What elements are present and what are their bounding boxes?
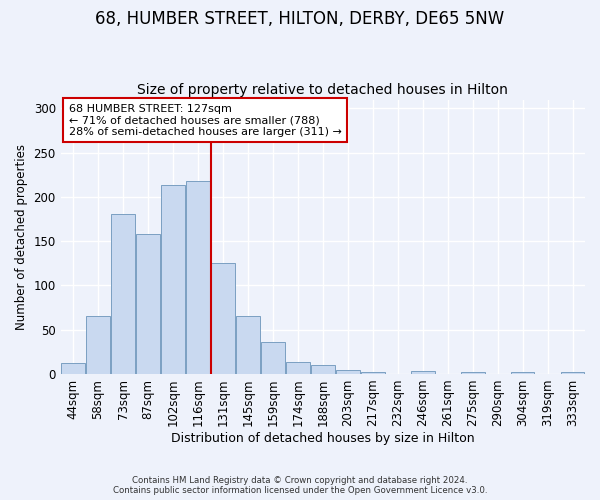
Bar [286, 362, 310, 374]
Text: 68 HUMBER STREET: 127sqm
← 71% of detached houses are smaller (788)
28% of semi-: 68 HUMBER STREET: 127sqm ← 71% of detach… [68, 104, 341, 137]
Bar [136, 234, 160, 374]
Bar [161, 184, 185, 374]
Y-axis label: Number of detached properties: Number of detached properties [15, 144, 28, 330]
Text: 68, HUMBER STREET, HILTON, DERBY, DE65 5NW: 68, HUMBER STREET, HILTON, DERBY, DE65 5… [95, 10, 505, 28]
Title: Size of property relative to detached houses in Hilton: Size of property relative to detached ho… [137, 83, 508, 97]
Bar [560, 372, 584, 374]
Bar [86, 316, 110, 374]
Bar [336, 370, 359, 374]
Bar [111, 214, 135, 374]
Bar [186, 181, 210, 374]
Bar [311, 365, 335, 374]
Bar [511, 372, 535, 374]
X-axis label: Distribution of detached houses by size in Hilton: Distribution of detached houses by size … [171, 432, 475, 445]
Bar [61, 364, 85, 374]
Bar [361, 372, 385, 374]
Bar [461, 372, 485, 374]
Bar [261, 342, 285, 374]
Bar [236, 316, 260, 374]
Bar [411, 372, 434, 374]
Bar [211, 264, 235, 374]
Text: Contains HM Land Registry data © Crown copyright and database right 2024.
Contai: Contains HM Land Registry data © Crown c… [113, 476, 487, 495]
